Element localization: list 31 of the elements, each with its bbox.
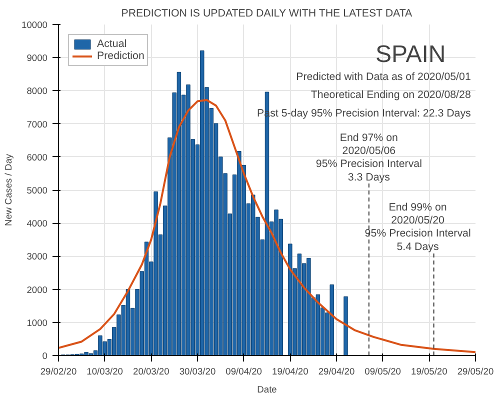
y-axis-title: New Cases / Day bbox=[4, 154, 14, 226]
y-tick-label: 7000 bbox=[26, 119, 48, 130]
y-tick-label: 10000 bbox=[22, 20, 48, 30]
x-tick-label: 30/03/20 bbox=[179, 366, 216, 376]
y-tick-label: 3000 bbox=[26, 252, 48, 262]
y-tick-label: 0 bbox=[42, 351, 48, 361]
y-tick-label: 2000 bbox=[26, 284, 48, 295]
annotation: Theoretical Ending on 2020/08/28 bbox=[310, 89, 471, 102]
x-tick-label: 19/05/20 bbox=[411, 366, 448, 376]
x-tick-label: 09/05/20 bbox=[364, 366, 401, 376]
legend-label: Actual bbox=[97, 38, 127, 50]
y-tick-label: 8000 bbox=[26, 86, 48, 96]
y-tick-label: 5000 bbox=[26, 186, 48, 196]
y-tick-label: 1000 bbox=[26, 318, 48, 328]
y-tick-label: 4000 bbox=[26, 218, 48, 229]
y-tick-label: 9000 bbox=[26, 53, 48, 64]
legend-label: Prediction bbox=[97, 50, 144, 62]
x-tick-label: 29/04/20 bbox=[318, 366, 355, 376]
annotation: SPAIN bbox=[376, 41, 446, 68]
annotation: Predicted with Data as of 2020/05/01 bbox=[296, 70, 471, 83]
ref-line-label: End 97% on 2020/05/06 95% Precision Interval 3.3 Days bbox=[316, 132, 422, 184]
x-tick-label: 20/03/20 bbox=[133, 366, 170, 376]
ref-line-label: End 99% on 2020/05/20 95% Precision Interval 5.4 Days bbox=[364, 201, 471, 253]
y-tick-label: 6000 bbox=[26, 152, 48, 162]
x-axis-title: Date bbox=[257, 384, 277, 394]
x-tick-label: 29/05/20 bbox=[457, 366, 494, 376]
chart-title: PREDICTION IS UPDATED DAILY WITH THE LATEST DATA bbox=[121, 8, 414, 20]
x-tick-label: 09/04/20 bbox=[226, 366, 262, 376]
x-tick-label: 29/02/20 bbox=[40, 366, 77, 376]
x-tick-label: 10/03/20 bbox=[86, 366, 123, 376]
x-tick-label: 19/04/20 bbox=[272, 366, 308, 376]
